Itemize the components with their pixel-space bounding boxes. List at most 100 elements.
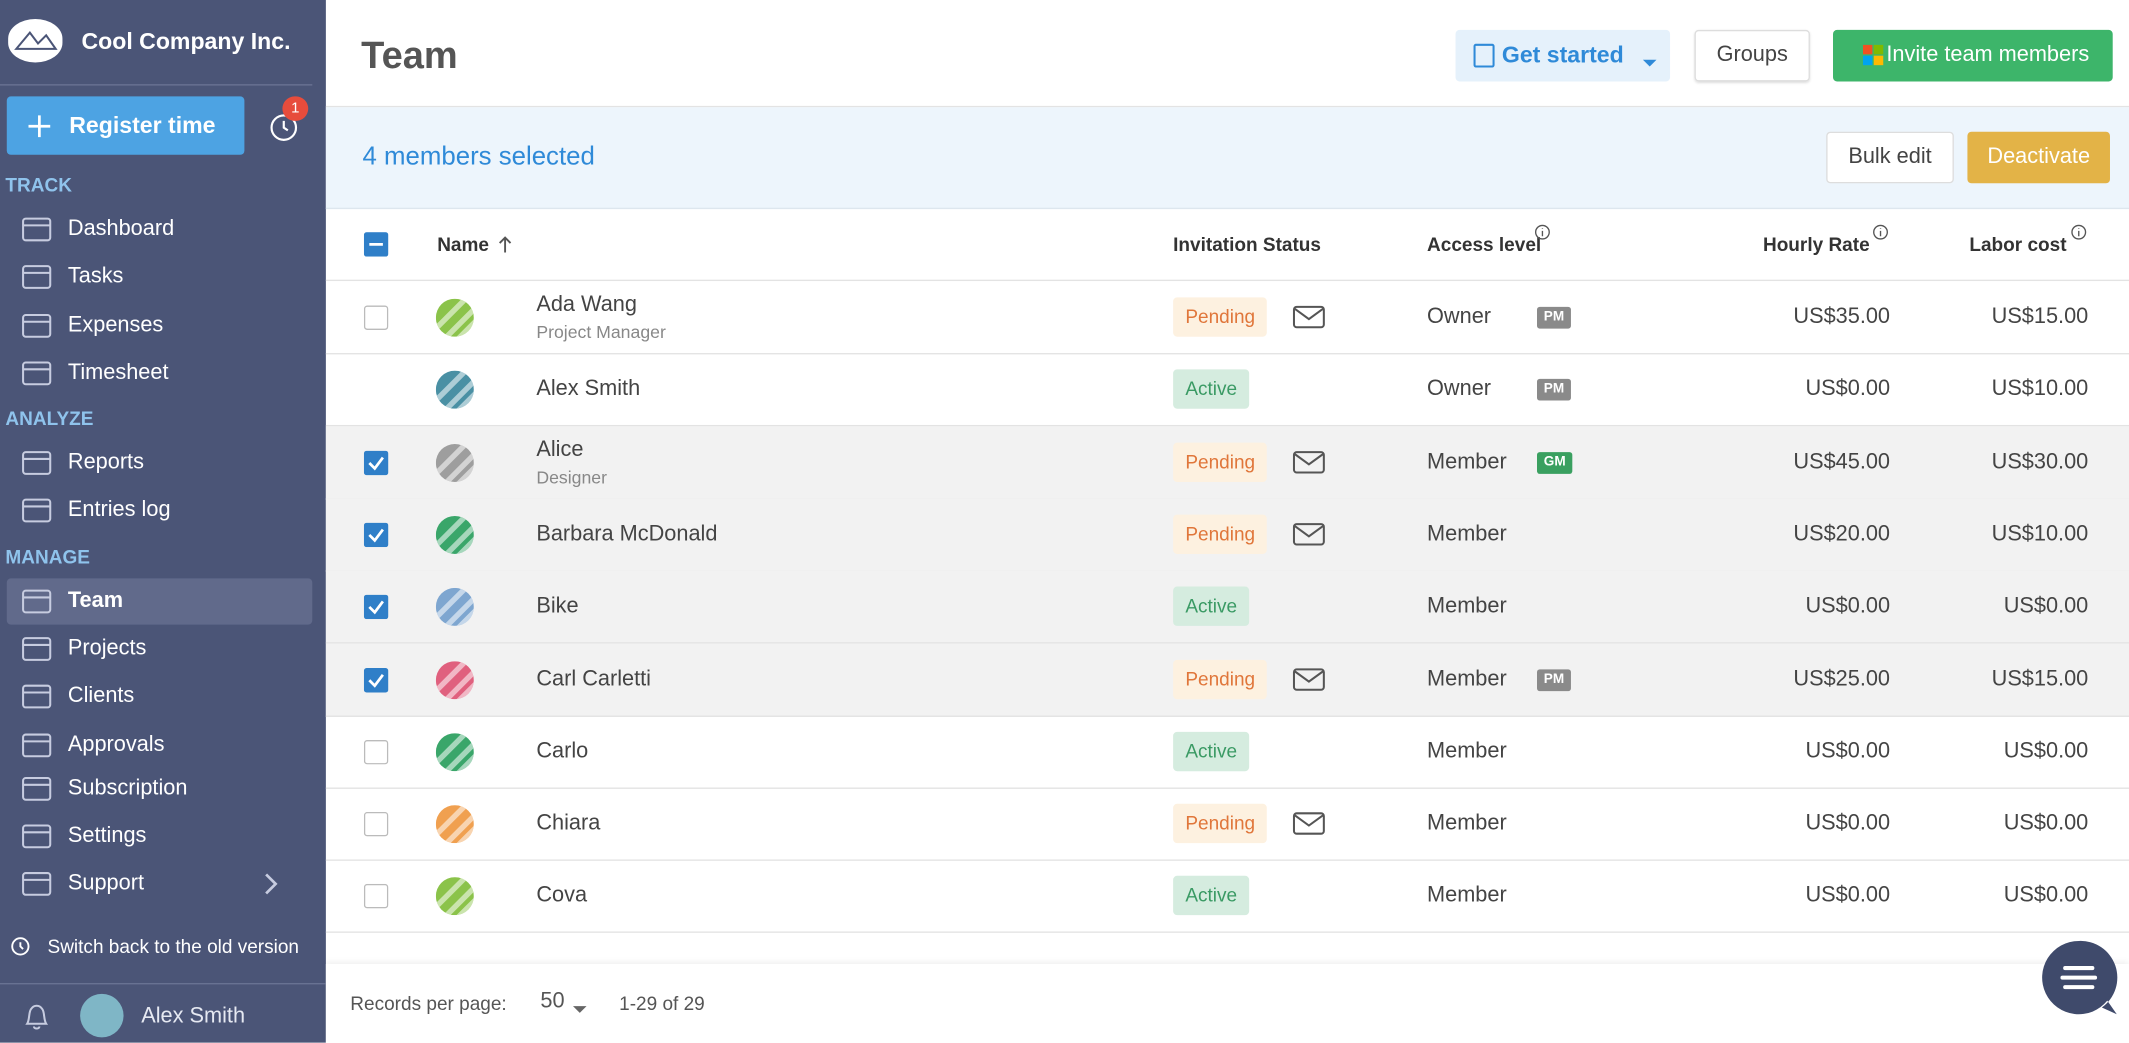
switch-back-link[interactable]: Switch back to the old version	[47, 935, 300, 958]
nav-item[interactable]: Approvals	[7, 722, 313, 768]
labor-cost: US$0.00	[2003, 884, 2089, 908]
nav-item[interactable]: Projects	[7, 626, 313, 672]
mail-icon[interactable]	[1292, 521, 1326, 555]
nav-item[interactable]: Settings	[7, 813, 313, 859]
mail-icon[interactable]	[1292, 811, 1326, 845]
status-pill: Pending	[1173, 297, 1268, 337]
get-started-button[interactable]: Get started	[1455, 29, 1671, 82]
hourly-rate: US$0.00	[1805, 594, 1891, 619]
access-level: Member	[1427, 884, 1507, 908]
nav-label: Approvals	[67, 733, 165, 757]
column-header[interactable]: Access level	[1427, 233, 1542, 256]
nav-icon	[19, 633, 54, 672]
table-row	[325, 860, 2129, 934]
per-page-select[interactable]: 50	[540, 989, 565, 1013]
bulk-edit-button[interactable]: Bulk edit	[1826, 131, 1954, 184]
row-checkbox[interactable]	[363, 812, 389, 843]
access-level: Member	[1427, 667, 1507, 691]
register-time-button[interactable]: Register time	[6, 96, 245, 155]
status-pill: Active	[1173, 586, 1250, 627]
nav-item[interactable]: Tasks	[7, 254, 313, 300]
column-header[interactable]: Labor cost	[1969, 233, 2067, 256]
history-icon	[10, 936, 32, 965]
member-name[interactable]: Bike	[536, 594, 579, 619]
nav-icon	[19, 868, 54, 907]
caret	[1642, 49, 1657, 76]
mail-icon[interactable]	[1292, 449, 1326, 483]
mail-icon[interactable]	[1292, 666, 1326, 700]
member-name[interactable]: Barbara McDonald	[536, 522, 718, 546]
member-name[interactable]: Cova	[536, 884, 588, 908]
book-icon	[1472, 42, 1496, 76]
hourly-rate: US$0.00	[1805, 377, 1891, 401]
nav-item[interactable]: Reports	[7, 440, 313, 486]
role-badge: PM	[1537, 306, 1571, 329]
nav-icon	[19, 585, 54, 624]
deactivate-button[interactable]: Deactivate	[1967, 131, 2110, 184]
avatar	[435, 371, 474, 416]
row-checkbox[interactable]	[363, 450, 389, 481]
selection-text: 4 members selected	[362, 142, 595, 172]
column-header[interactable]: Invitation Status	[1173, 233, 1321, 256]
nav-icon	[19, 820, 54, 859]
nav-icon	[19, 773, 54, 812]
hourly-rate: US$0.00	[1805, 884, 1891, 908]
member-name[interactable]: Alex Smith	[536, 377, 641, 401]
table-body: Ada Wang Project Manager Pending Owner PM US$…	[0, 281, 2129, 964]
access-level: Owner	[1427, 377, 1492, 401]
nav-item[interactable]: Entries log	[7, 487, 313, 533]
hourly-rate: US$0.00	[1805, 739, 1891, 763]
row-checkbox[interactable]	[363, 739, 389, 771]
records-label: Records per page:	[350, 992, 507, 1015]
avatar	[435, 805, 474, 850]
column-header[interactable]: Name	[437, 233, 489, 256]
member-name[interactable]: Chiara	[536, 812, 601, 836]
nav-icon	[19, 680, 54, 719]
nav-item[interactable]: Support	[7, 861, 313, 907]
groups-button[interactable]: Groups	[1694, 29, 1810, 82]
nav-label: Timesheet	[67, 361, 169, 385]
hourly-rate: US$25.00	[1793, 667, 1891, 691]
row-checkbox[interactable]	[363, 884, 389, 915]
column-header[interactable]: Hourly Rate	[1762, 233, 1870, 256]
nav-item[interactable]: Expenses	[7, 303, 313, 349]
nav-label: Expenses	[67, 313, 164, 337]
hourly-rate: US$0.00	[1805, 812, 1891, 836]
status-pill: Pending	[1173, 442, 1268, 482]
row-checkbox[interactable]	[363, 667, 389, 698]
member-name[interactable]: Alice	[536, 438, 584, 462]
mail-icon[interactable]	[1292, 304, 1326, 338]
divider	[0, 84, 313, 86]
bell-icon[interactable]	[22, 1001, 52, 1040]
nav-item[interactable]: Subscription	[7, 766, 313, 812]
member-name[interactable]: Carlo	[536, 739, 589, 763]
nav-item[interactable]: Dashboard	[7, 206, 313, 252]
status-pill: Pending	[1173, 659, 1268, 699]
nav-item[interactable]: Timesheet	[7, 350, 313, 396]
select-all-checkbox[interactable]	[363, 232, 389, 263]
status-pill: Active	[1173, 876, 1250, 916]
member-role: Designer	[536, 466, 607, 487]
row-checkbox[interactable]	[363, 522, 389, 554]
row-checkbox[interactable]	[363, 305, 389, 337]
labor-cost: US$30.00	[1991, 450, 2089, 474]
role-badge: PM	[1537, 668, 1571, 691]
invite-button[interactable]: Invite team members	[1833, 29, 2113, 82]
member-name[interactable]: Carl Carletti	[536, 667, 652, 691]
logo-art	[14, 30, 58, 50]
plus-icon	[26, 113, 53, 147]
nav-item[interactable]: Team	[6, 578, 313, 625]
caret	[572, 998, 587, 1022]
hourly-rate: US$45.00	[1793, 450, 1891, 474]
nav-item[interactable]: Clients	[7, 673, 313, 719]
nav-label: Projects	[67, 636, 147, 660]
table-row	[325, 715, 2129, 789]
chat-button[interactable]	[2039, 938, 2118, 1024]
member-name[interactable]: Ada Wang	[536, 293, 637, 317]
avatar	[435, 515, 474, 561]
access-level: Member	[1427, 739, 1507, 763]
member-role: Project Manager	[536, 321, 666, 343]
row-checkbox[interactable]	[363, 594, 389, 626]
